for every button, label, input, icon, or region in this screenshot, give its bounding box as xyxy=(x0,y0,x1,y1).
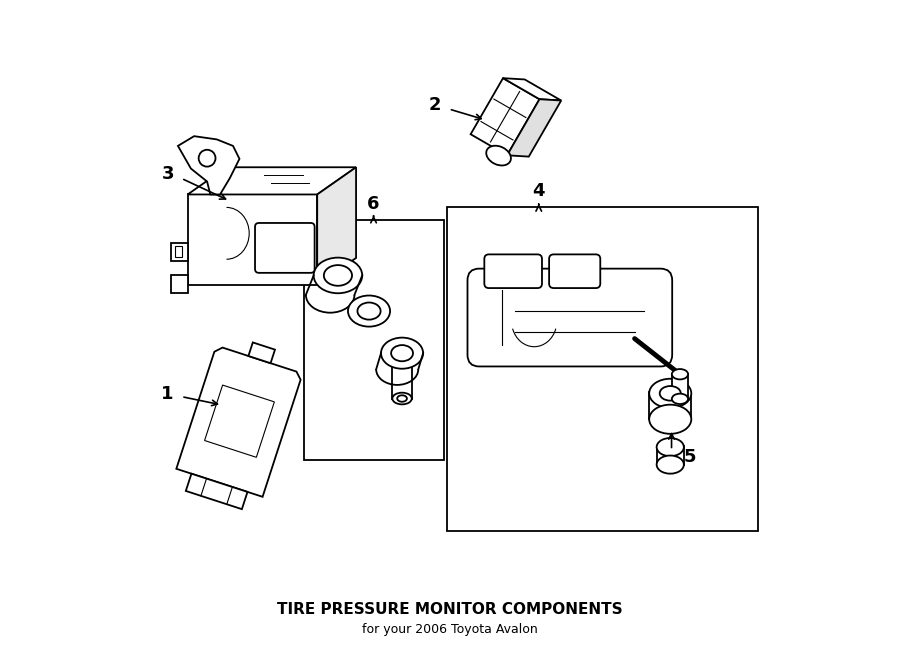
Polygon shape xyxy=(172,243,187,260)
Ellipse shape xyxy=(657,438,684,456)
Bar xyxy=(657,446,684,465)
Text: 5: 5 xyxy=(683,447,696,466)
Polygon shape xyxy=(471,78,539,155)
Ellipse shape xyxy=(397,395,407,402)
Polygon shape xyxy=(172,276,187,293)
Polygon shape xyxy=(176,348,301,497)
Ellipse shape xyxy=(357,303,381,320)
Bar xyxy=(392,366,412,399)
Text: 6: 6 xyxy=(367,195,380,214)
Ellipse shape xyxy=(313,258,362,293)
Ellipse shape xyxy=(324,265,352,286)
Ellipse shape xyxy=(486,145,511,165)
FancyBboxPatch shape xyxy=(549,254,600,288)
Ellipse shape xyxy=(348,295,390,327)
Bar xyxy=(175,246,183,257)
Bar xyxy=(446,208,758,531)
Circle shape xyxy=(199,150,215,167)
Polygon shape xyxy=(248,342,275,363)
Polygon shape xyxy=(187,194,317,285)
Ellipse shape xyxy=(649,379,691,408)
Polygon shape xyxy=(178,136,239,194)
Ellipse shape xyxy=(392,345,413,362)
Text: 4: 4 xyxy=(533,182,545,200)
Polygon shape xyxy=(204,385,274,457)
Bar xyxy=(649,392,691,419)
Text: 2: 2 xyxy=(429,96,441,114)
FancyBboxPatch shape xyxy=(467,268,672,366)
Polygon shape xyxy=(317,167,356,285)
Ellipse shape xyxy=(672,369,688,379)
Polygon shape xyxy=(503,78,562,100)
Polygon shape xyxy=(187,167,356,194)
Bar xyxy=(304,220,444,460)
Text: TIRE PRESSURE MONITOR COMPONENTS: TIRE PRESSURE MONITOR COMPONENTS xyxy=(277,602,623,617)
FancyBboxPatch shape xyxy=(255,223,315,273)
Text: 1: 1 xyxy=(161,385,174,403)
Ellipse shape xyxy=(672,394,688,404)
FancyBboxPatch shape xyxy=(484,254,542,288)
Text: 3: 3 xyxy=(162,165,175,182)
Polygon shape xyxy=(185,474,248,509)
Bar xyxy=(672,374,688,399)
Ellipse shape xyxy=(649,405,691,434)
Ellipse shape xyxy=(657,455,684,474)
Ellipse shape xyxy=(392,393,412,405)
Ellipse shape xyxy=(381,338,423,369)
Ellipse shape xyxy=(660,386,680,401)
Text: for your 2006 Toyota Avalon: for your 2006 Toyota Avalon xyxy=(362,623,538,637)
Polygon shape xyxy=(507,99,562,157)
